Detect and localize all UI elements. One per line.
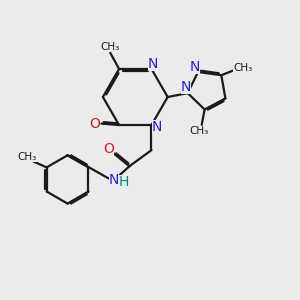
- Text: CH₃: CH₃: [17, 152, 37, 162]
- Text: N: N: [190, 60, 200, 74]
- Text: CH₃: CH₃: [233, 63, 252, 73]
- Text: H: H: [118, 175, 129, 189]
- Text: N: N: [181, 80, 191, 94]
- Text: N: N: [152, 119, 162, 134]
- Text: N: N: [148, 57, 158, 71]
- Text: N: N: [109, 172, 119, 187]
- Text: O: O: [89, 117, 100, 130]
- Text: O: O: [103, 142, 114, 156]
- Text: CH₃: CH₃: [190, 126, 209, 136]
- Text: CH₃: CH₃: [100, 42, 120, 52]
